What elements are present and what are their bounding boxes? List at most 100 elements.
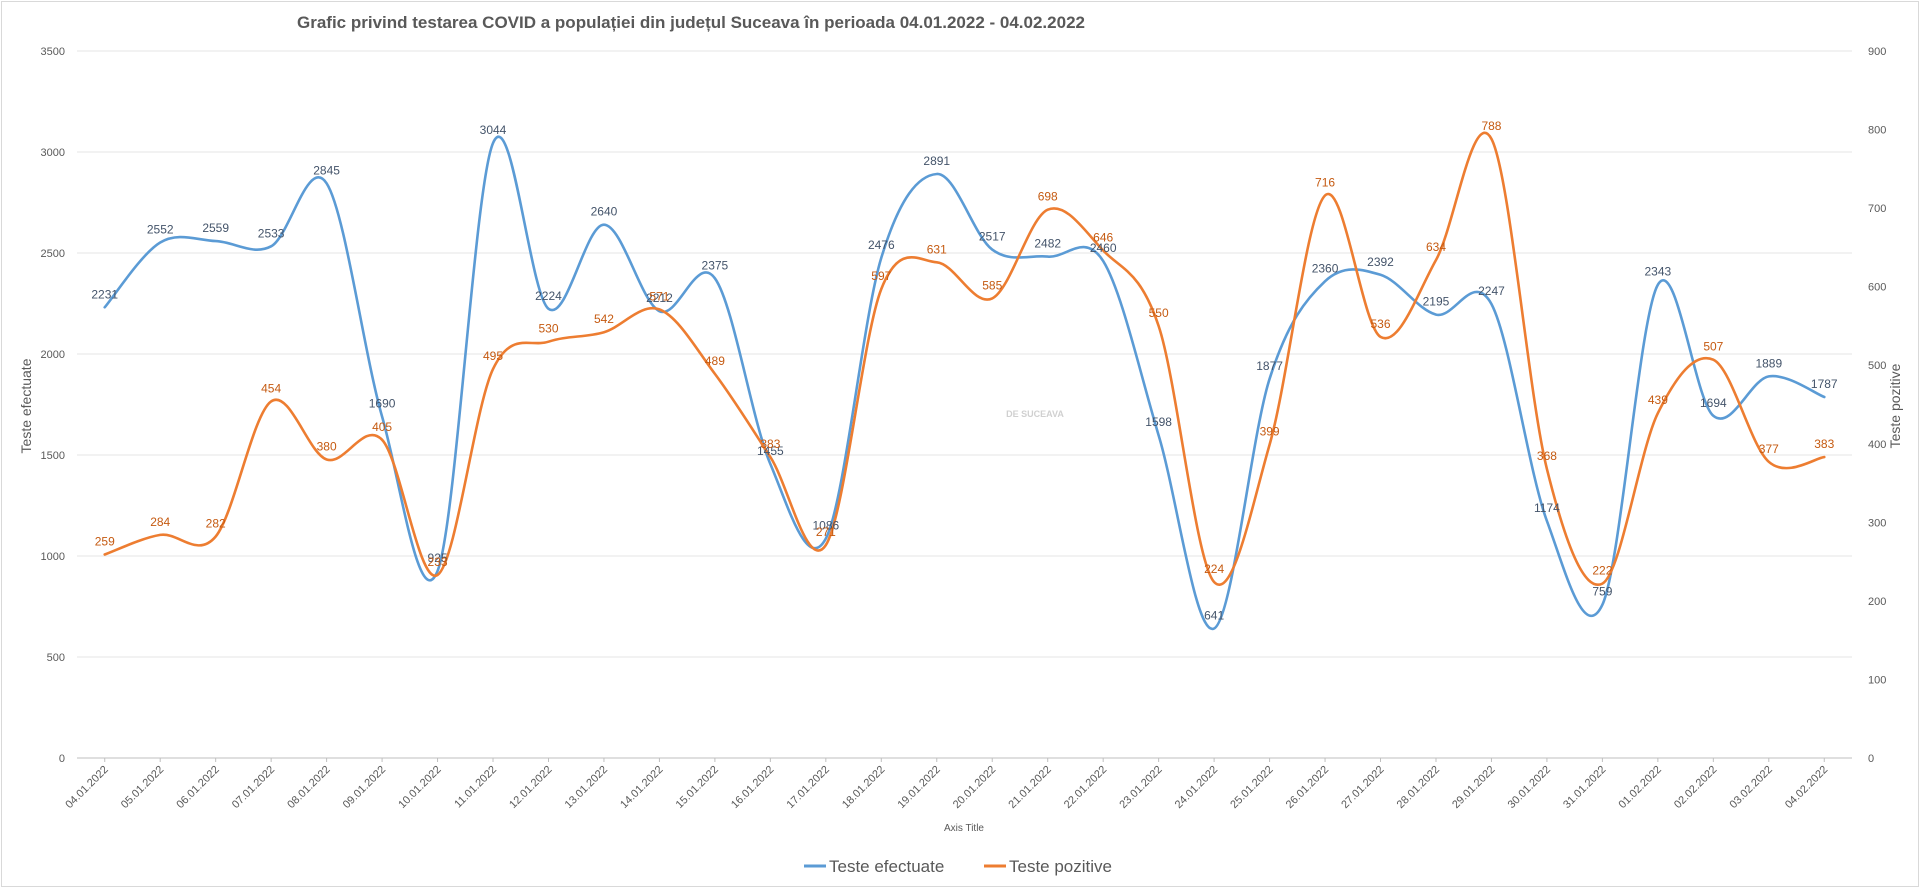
- x-tick-label: 28.01.2022: [1395, 764, 1442, 811]
- y-tick-label-left: 1500: [41, 450, 65, 462]
- y-axis-title-right: Teste pozitive: [1887, 363, 1903, 448]
- x-tick-label: 05.01.2022: [119, 764, 166, 811]
- data-label-2: 224: [1204, 562, 1224, 576]
- data-label-2: 716: [1315, 176, 1335, 190]
- legend-label-1: Teste efectuate: [829, 857, 944, 876]
- data-label-2: 233: [428, 555, 448, 569]
- data-label-2: 631: [927, 242, 947, 256]
- data-label-1: 2533: [258, 226, 285, 240]
- y-tick-label-right: 400: [1868, 439, 1886, 451]
- axes: 0 500 1000 1500 2000 2500 3000 3500 0 100 200 300 40…: [41, 46, 1887, 811]
- data-label-2: 380: [317, 439, 337, 453]
- x-tick-label: 07.01.2022: [230, 764, 277, 811]
- y-tick-label-left: 3500: [41, 46, 65, 58]
- data-label-2: 271: [816, 525, 836, 539]
- data-label-2: 405: [372, 420, 392, 434]
- x-tick-label: 22.01.2022: [1062, 764, 1109, 811]
- x-tick-label: 10.01.2022: [396, 764, 443, 811]
- legend: Teste efectuate Teste pozitive: [804, 857, 1112, 876]
- series-lines: [103, 131, 1826, 630]
- data-labels: 2231 2552 2559 2533 2845 1690 925 3044 2224 2640 2…: [91, 119, 1838, 623]
- data-label-1: 759: [1592, 585, 1612, 599]
- watermark-text: DE SUCEAVA: [1006, 409, 1064, 419]
- x-tick-label: 12.01.2022: [507, 764, 554, 811]
- x-tick-label: 15.01.2022: [674, 764, 721, 811]
- y-tick-label-right: 200: [1868, 596, 1886, 608]
- data-label-2: 368: [1537, 449, 1557, 463]
- x-tick-label: 04.02.2022: [1783, 764, 1830, 811]
- data-label-1: 1598: [1145, 415, 1172, 429]
- x-tick-label: 01.02.2022: [1617, 764, 1664, 811]
- x-axis-title: Axis Title: [944, 823, 984, 834]
- data-label-1: 1690: [369, 397, 396, 411]
- data-label-2: 550: [1149, 306, 1169, 320]
- data-label-2: 646: [1093, 231, 1113, 245]
- data-label-1: 1877: [1256, 359, 1283, 373]
- data-label-1: 925: [428, 551, 448, 565]
- y-tick-label-right: 0: [1868, 753, 1874, 765]
- x-tick-label: 20.01.2022: [951, 764, 998, 811]
- data-label-2: 507: [1703, 340, 1723, 354]
- y-tick-label-right: 100: [1868, 674, 1886, 686]
- y-tick-label-left: 500: [47, 652, 65, 664]
- y-tick-label-right: 900: [1868, 46, 1886, 58]
- x-tick-label: 26.01.2022: [1284, 764, 1331, 811]
- data-label-2: 597: [871, 269, 891, 283]
- data-label-1: 2392: [1367, 255, 1394, 269]
- data-label-2: 377: [1759, 442, 1779, 456]
- y-tick-label-right: 500: [1868, 360, 1886, 372]
- x-tick-label: 23.01.2022: [1117, 764, 1164, 811]
- data-label-2: 383: [760, 437, 780, 451]
- data-label-1: 2559: [202, 221, 229, 235]
- data-label-2: 399: [1260, 425, 1280, 439]
- data-label-1: 2195: [1423, 295, 1450, 309]
- x-tick-label: 21.01.2022: [1006, 764, 1053, 811]
- data-label-2: 634: [1426, 240, 1446, 254]
- x-tick-label: 24.01.2022: [1173, 764, 1220, 811]
- chart-title: Grafic privind testarea COVID a populați…: [297, 13, 1085, 32]
- data-label-1: 1174: [1534, 501, 1560, 515]
- x-tick-label: 04.01.2022: [63, 764, 110, 811]
- y-tick-label-left: 2000: [41, 349, 65, 361]
- data-label-1: 3044: [480, 123, 507, 137]
- x-tick-label: 14.01.2022: [618, 764, 665, 811]
- y-tick-label-right: 300: [1868, 517, 1886, 529]
- data-label-1: 1889: [1755, 356, 1782, 370]
- x-tick-label: 25.01.2022: [1228, 764, 1275, 811]
- y-tick-label-left: 2500: [41, 248, 65, 260]
- data-label-1: 2482: [1034, 237, 1061, 251]
- x-tick-label: 18.01.2022: [840, 764, 887, 811]
- y-tick-label-left: 1000: [41, 551, 65, 563]
- x-tick-label: 19.01.2022: [895, 764, 942, 811]
- data-label-1: 1455: [757, 444, 784, 458]
- x-tick-label: 31.01.2022: [1561, 764, 1608, 811]
- x-tick-label: 17.01.2022: [785, 764, 832, 811]
- gridlines: [77, 50, 1852, 759]
- data-label-2: 284: [150, 515, 170, 529]
- y-tick-label-left: 0: [59, 753, 65, 765]
- data-label-1: 641: [1204, 609, 1224, 623]
- x-tick-label: 30.01.2022: [1506, 764, 1553, 811]
- data-label-2: 282: [206, 516, 226, 530]
- x-tick-label: 09.01.2022: [341, 764, 388, 811]
- data-label-2: 495: [483, 349, 503, 363]
- data-label-1: 2212: [646, 291, 673, 305]
- data-label-2: 536: [1371, 317, 1391, 331]
- y-tick-label-right: 600: [1868, 282, 1886, 294]
- data-label-2: 530: [538, 322, 558, 336]
- legend-label-2: Teste pozitive: [1009, 857, 1112, 876]
- data-label-2: 489: [705, 354, 725, 368]
- data-label-1: 2375: [702, 258, 729, 272]
- data-label-2: 571: [649, 289, 669, 303]
- data-label-1: 2460: [1090, 241, 1117, 255]
- series-line-2: [103, 131, 1826, 586]
- data-label-1: 1086: [812, 519, 839, 533]
- x-tick-label: 13.01.2022: [563, 764, 610, 811]
- data-label-1: 2224: [535, 289, 562, 303]
- data-label-1: 2640: [591, 205, 618, 219]
- x-tick-label: 08.01.2022: [285, 764, 332, 811]
- y-tick-label-left: 3000: [41, 147, 65, 159]
- data-label-2: 788: [1481, 119, 1501, 133]
